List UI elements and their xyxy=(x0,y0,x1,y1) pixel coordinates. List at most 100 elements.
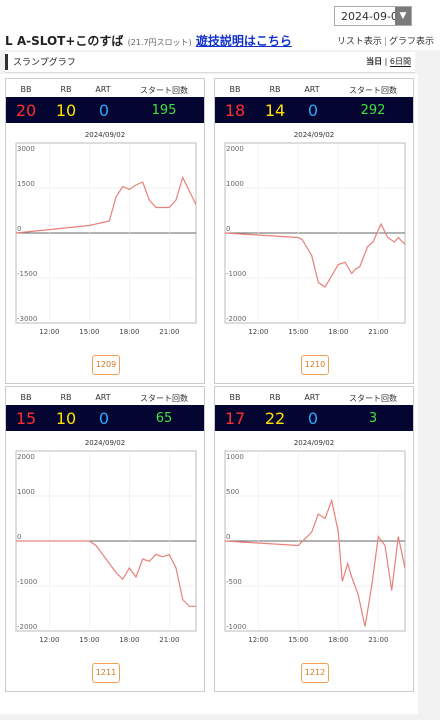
date-select[interactable]: 2024-09-02 ▼ xyxy=(334,6,412,26)
period-switcher: 当日 | 6日間 xyxy=(366,57,411,67)
art-label: ART xyxy=(95,85,111,94)
start-count: 195 xyxy=(151,103,177,118)
starts-label: スタート回数 xyxy=(140,86,188,95)
rb-count: 10 xyxy=(55,409,77,428)
date-select-value: 2024-09-02 xyxy=(341,10,405,23)
x-tick-label: 18:00 xyxy=(328,328,348,336)
chart-date: 2024/09/02 xyxy=(84,439,126,447)
machine-number-button[interactable]: 1211 xyxy=(92,663,120,683)
period-six-days[interactable]: 6日間 xyxy=(389,57,411,67)
art-label: ART xyxy=(95,393,111,402)
starts-label: スタート回数 xyxy=(349,86,397,95)
y-tick-label: -1500 xyxy=(17,270,37,278)
top-bar: 2024-09-02 ▼ xyxy=(0,0,440,32)
x-tick-label: 15:00 xyxy=(288,328,308,336)
x-tick-label: 15:00 xyxy=(288,636,308,644)
y-tick-label: 1000 xyxy=(226,453,244,461)
slump-line xyxy=(16,540,196,607)
x-tick-label: 15:00 xyxy=(79,636,99,644)
x-tick-label: 12:00 xyxy=(248,636,268,644)
start-count: 292 xyxy=(360,103,386,118)
bb-count: 18 xyxy=(224,101,246,120)
y-tick-label: -2000 xyxy=(226,315,246,323)
y-tick-label: -2000 xyxy=(17,623,37,631)
y-tick-label: 3000 xyxy=(17,145,35,153)
x-tick-label: 21:00 xyxy=(368,636,388,644)
bb-label: BB xyxy=(20,85,32,94)
x-tick-label: 21:00 xyxy=(368,328,388,336)
start-count: 65 xyxy=(155,411,173,426)
rules-link[interactable]: 遊技説明はこちら xyxy=(195,34,292,48)
machine-number-button[interactable]: 1209 xyxy=(92,355,120,375)
y-tick-label: 0 xyxy=(226,533,230,541)
art-label: ART xyxy=(304,393,320,402)
rb-count: 14 xyxy=(264,101,286,120)
bb-label: BB xyxy=(229,393,241,402)
art-label: ART xyxy=(304,85,320,94)
y-tick-label: 1000 xyxy=(17,488,35,496)
chart-date: 2024/09/02 xyxy=(84,131,126,139)
shop-name: L A-SLOT+このすば xyxy=(5,34,124,48)
rb-count: 10 xyxy=(55,101,77,120)
machine-card: BB RB ART スタート回数 17 22 0 3 2024/09/02 12… xyxy=(214,386,414,692)
y-tick-label: 0 xyxy=(226,225,230,233)
graph-view-link[interactable]: グラフ表示 xyxy=(388,37,434,47)
slump-line xyxy=(224,498,406,627)
x-tick-label: 18:00 xyxy=(328,636,348,644)
list-view-link[interactable]: リスト表示 xyxy=(336,37,382,47)
y-tick-label: -1000 xyxy=(17,578,37,586)
card-header: BB RB ART スタート回数 xyxy=(215,81,413,97)
y-tick-label: 0 xyxy=(17,225,21,233)
y-tick-label: -1000 xyxy=(226,270,246,278)
bb-count: 20 xyxy=(15,101,37,120)
card-values: 20 10 0 195 xyxy=(6,97,204,123)
rb-label: RB xyxy=(269,85,281,94)
card-header: BB RB ART スタート回数 xyxy=(215,389,413,405)
art-count: 0 xyxy=(98,409,110,428)
x-tick-label: 21:00 xyxy=(159,636,179,644)
card-header: BB RB ART スタート回数 xyxy=(6,81,204,97)
art-count: 0 xyxy=(307,409,319,428)
period-today[interactable]: 当日 xyxy=(366,57,383,66)
rb-label: RB xyxy=(60,393,72,402)
rb-count: 22 xyxy=(264,409,286,428)
graph-tab-bar: スランプグラフ 当日 | 6日間 xyxy=(5,52,415,73)
card-header: BB RB ART スタート回数 xyxy=(6,389,204,405)
card-values: 17 22 0 3 xyxy=(215,405,413,431)
y-tick-label: 1500 xyxy=(17,180,35,188)
card-values: 18 14 0 292 xyxy=(215,97,413,123)
start-count: 3 xyxy=(368,411,378,426)
machine-card: BB RB ART スタート回数 18 14 0 292 2024/09/02 … xyxy=(214,78,414,384)
section-marker xyxy=(5,54,8,70)
art-count: 0 xyxy=(307,101,319,120)
bb-count: 15 xyxy=(15,409,37,428)
y-tick-label: -500 xyxy=(226,578,242,586)
section-title: スランプグラフ xyxy=(13,58,76,68)
bb-label: BB xyxy=(20,393,32,402)
y-tick-label: 1000 xyxy=(226,180,244,188)
x-tick-label: 12:00 xyxy=(248,328,268,336)
starts-label: スタート回数 xyxy=(349,394,397,403)
machine-number-button[interactable]: 1212 xyxy=(301,663,329,683)
y-tick-label: 0 xyxy=(17,533,21,541)
title-bar: L A-SLOT+このすば (21.7円スロット) 遊技説明はこちら リスト表示… xyxy=(0,32,440,50)
chart-date: 2024/09/02 xyxy=(293,131,335,139)
view-switcher: リスト表示 | グラフ表示 xyxy=(336,37,434,47)
machine-number-button[interactable]: 1210 xyxy=(301,355,329,375)
art-count: 0 xyxy=(98,101,110,120)
y-tick-label: -3000 xyxy=(17,315,37,323)
card-values: 15 10 0 65 xyxy=(6,405,204,431)
y-tick-label: 500 xyxy=(226,488,239,496)
chart-date: 2024/09/02 xyxy=(293,439,335,447)
chevron-down-icon[interactable]: ▼ xyxy=(395,7,411,25)
y-tick-label: -1000 xyxy=(226,623,246,631)
machine-card: BB RB ART スタート回数 15 10 0 65 2024/09/02 1… xyxy=(5,386,205,692)
slump-line xyxy=(15,175,197,234)
x-tick-label: 15:00 xyxy=(79,328,99,336)
machine-card: BB RB ART スタート回数 20 10 0 195 2024/09/02 … xyxy=(5,78,205,384)
slump-line xyxy=(224,222,406,288)
